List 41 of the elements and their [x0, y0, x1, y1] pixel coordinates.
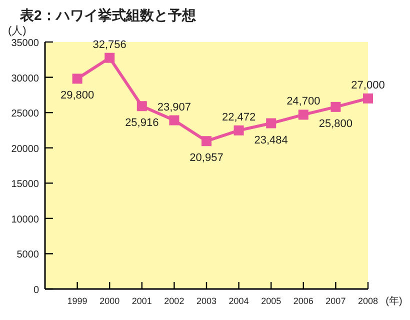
- x-tick-label: 2006: [293, 296, 314, 306]
- y-tick-label: 15000: [11, 179, 40, 190]
- point: [202, 136, 212, 146]
- data-label: 27,000: [351, 79, 385, 92]
- point: [104, 52, 115, 63]
- x-tick-label: 2002: [164, 296, 184, 306]
- chart-title: 表2：ハワイ挙式組数と予想: [19, 7, 197, 23]
- x-axis-title: (年): [386, 295, 402, 307]
- x-tick-label: 2003: [196, 296, 217, 306]
- x-tick-label: 2001: [132, 296, 152, 306]
- point: [136, 101, 147, 112]
- data-label: 22,472: [222, 111, 256, 124]
- point: [266, 118, 276, 128]
- data-label: 25,800: [318, 118, 353, 130]
- y-tick-label: 25000: [11, 108, 40, 120]
- data-label: 29,800: [60, 90, 94, 102]
- point: [234, 125, 244, 136]
- x-tick-label: 2004: [228, 296, 249, 306]
- point: [169, 115, 180, 126]
- point: [298, 110, 308, 120]
- data-label: 20,957: [190, 152, 224, 164]
- x-tick-label: 1999: [67, 296, 88, 306]
- x-tick-label: 2008: [358, 296, 378, 306]
- data-label: 23,907: [157, 101, 192, 114]
- data-label: 23,484: [254, 134, 288, 146]
- y-axis-title: (人): [8, 25, 26, 37]
- point: [363, 93, 373, 104]
- y-tick-label: 5000: [16, 250, 40, 261]
- x-tick-label: 2005: [261, 296, 282, 306]
- data-label: 24,700: [286, 96, 320, 108]
- x-tick-label: 2007: [326, 296, 346, 306]
- point: [72, 74, 82, 84]
- y-tick-label: 35000: [11, 38, 40, 49]
- y-tick-label: 20000: [11, 144, 40, 155]
- point: [330, 102, 341, 112]
- data-label: 25,916: [125, 117, 159, 130]
- y-tick-label: 30000: [11, 73, 40, 84]
- y-tick-label: 0: [33, 285, 40, 296]
- y-tick-label: 10000: [11, 214, 40, 226]
- data-label: 32,756: [92, 38, 126, 51]
- x-tick-label: 2000: [100, 296, 120, 306]
